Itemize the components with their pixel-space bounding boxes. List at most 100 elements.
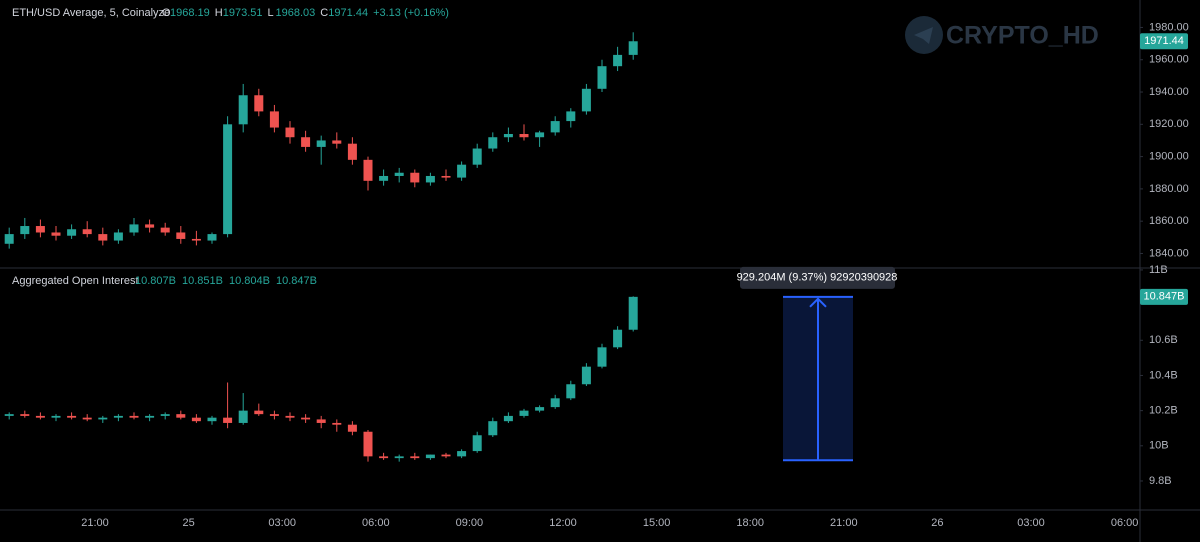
candle-body bbox=[441, 454, 451, 457]
candle-body bbox=[379, 175, 389, 181]
y-tick-label: 1840.00 bbox=[1149, 247, 1189, 259]
candle-body bbox=[207, 417, 217, 422]
last-value-box bbox=[1140, 288, 1188, 305]
x-tick-label: 06:00 bbox=[1111, 517, 1139, 529]
candle-body bbox=[238, 95, 248, 125]
candle-body bbox=[269, 414, 279, 416]
x-tick-label: 09:00 bbox=[456, 517, 484, 529]
candle-body bbox=[191, 417, 201, 422]
candle-body bbox=[347, 143, 357, 160]
last-value-label: 10.847B bbox=[1144, 291, 1185, 303]
candle-body bbox=[503, 415, 513, 422]
legend-value: 10.804B bbox=[229, 275, 270, 287]
legend-label: C bbox=[320, 7, 328, 19]
candle-body bbox=[160, 227, 170, 233]
candle-body bbox=[113, 232, 123, 241]
legend-change: +3.13 (+0.16%) bbox=[373, 7, 449, 19]
legend-value: 10.851B bbox=[182, 275, 223, 287]
y-tick-label: 10.6B bbox=[1149, 334, 1178, 346]
candle-body bbox=[82, 229, 92, 235]
candle-body bbox=[98, 234, 108, 241]
y-tick-label: 10.2B bbox=[1149, 405, 1178, 417]
candle-body bbox=[4, 414, 14, 416]
x-tick-label: 26 bbox=[931, 517, 943, 529]
candle-body bbox=[35, 415, 45, 418]
candle-body bbox=[488, 421, 498, 436]
candle-body bbox=[425, 454, 435, 459]
y-tick-label: 1940.00 bbox=[1149, 86, 1189, 98]
candle-body bbox=[285, 415, 295, 418]
candle-body bbox=[316, 140, 326, 147]
candle-body bbox=[129, 224, 139, 233]
candle-body bbox=[441, 175, 451, 178]
pane-title: Aggregated Open Interest bbox=[12, 275, 139, 287]
candle-body bbox=[301, 137, 311, 147]
candle-body bbox=[457, 164, 467, 178]
candle-body bbox=[519, 410, 529, 416]
legend-label: H bbox=[215, 7, 223, 19]
candle-body bbox=[363, 159, 373, 181]
y-tick-label: 1960.00 bbox=[1149, 54, 1189, 66]
legend-label: L bbox=[268, 7, 274, 19]
candle-body bbox=[176, 414, 186, 418]
legend-value: 1973.51 bbox=[223, 7, 263, 19]
last-value-box bbox=[1140, 33, 1188, 50]
candle-body bbox=[98, 417, 108, 420]
candle-body bbox=[191, 238, 201, 241]
legend-value: 10.847B bbox=[276, 275, 317, 287]
candle-body bbox=[145, 224, 155, 228]
legend-value: 1971.44 bbox=[328, 7, 368, 19]
candle-body bbox=[269, 111, 279, 128]
y-tick-label: 1980.00 bbox=[1149, 21, 1189, 33]
y-tick-label: 10B bbox=[1149, 440, 1169, 452]
candle-body bbox=[20, 414, 30, 416]
x-tick-label: 21:00 bbox=[830, 517, 858, 529]
y-tick-label: 10.4B bbox=[1149, 369, 1178, 381]
legend-label: O bbox=[162, 7, 171, 19]
y-tick-label: 1920.00 bbox=[1149, 118, 1189, 130]
candle-body bbox=[597, 347, 607, 367]
legend-value: 10.807B bbox=[135, 275, 176, 287]
x-tick-label: 06:00 bbox=[362, 517, 390, 529]
x-tick-label: 18:00 bbox=[736, 517, 764, 529]
candle-body bbox=[410, 456, 420, 459]
candle-body bbox=[332, 140, 342, 144]
candle-body bbox=[550, 398, 560, 408]
candle-body bbox=[129, 415, 139, 418]
candle-body bbox=[410, 172, 420, 183]
candle-body bbox=[581, 88, 591, 112]
y-tick-label: 9.8B bbox=[1149, 475, 1172, 487]
candle-body bbox=[613, 54, 623, 67]
legend-value: 1968.03 bbox=[276, 7, 316, 19]
candle-body bbox=[394, 456, 404, 459]
candle-body bbox=[176, 232, 186, 239]
x-tick-label: 25 bbox=[182, 517, 194, 529]
x-tick-label: 21:00 bbox=[81, 517, 109, 529]
y-tick-label: 1860.00 bbox=[1149, 215, 1189, 227]
candle-body bbox=[394, 172, 404, 176]
candle-body bbox=[254, 410, 264, 415]
candle-body bbox=[145, 415, 155, 418]
candle-body bbox=[581, 366, 591, 385]
y-tick-label: 1900.00 bbox=[1149, 151, 1189, 163]
candle-body bbox=[535, 407, 545, 411]
candle-body bbox=[597, 66, 607, 89]
candle-body bbox=[316, 419, 326, 423]
measure-label: 929.204M (9.37%) 92920390928 bbox=[737, 272, 898, 284]
last-value-label: 1971.44 bbox=[1144, 35, 1184, 47]
candle-body bbox=[223, 124, 233, 235]
candle-body bbox=[160, 414, 170, 416]
x-tick-label: 15:00 bbox=[643, 517, 671, 529]
candle-body bbox=[519, 134, 529, 138]
candle-body bbox=[35, 226, 45, 233]
candle-body bbox=[472, 148, 482, 165]
pane-title: ETH/USD Average, 5, Coinalyze bbox=[12, 7, 170, 19]
y-tick-label: 11B bbox=[1149, 264, 1168, 276]
candle-body bbox=[550, 121, 560, 133]
legend-value: 1968.19 bbox=[170, 7, 210, 19]
candle-body bbox=[628, 41, 638, 55]
candle-body bbox=[20, 226, 30, 235]
